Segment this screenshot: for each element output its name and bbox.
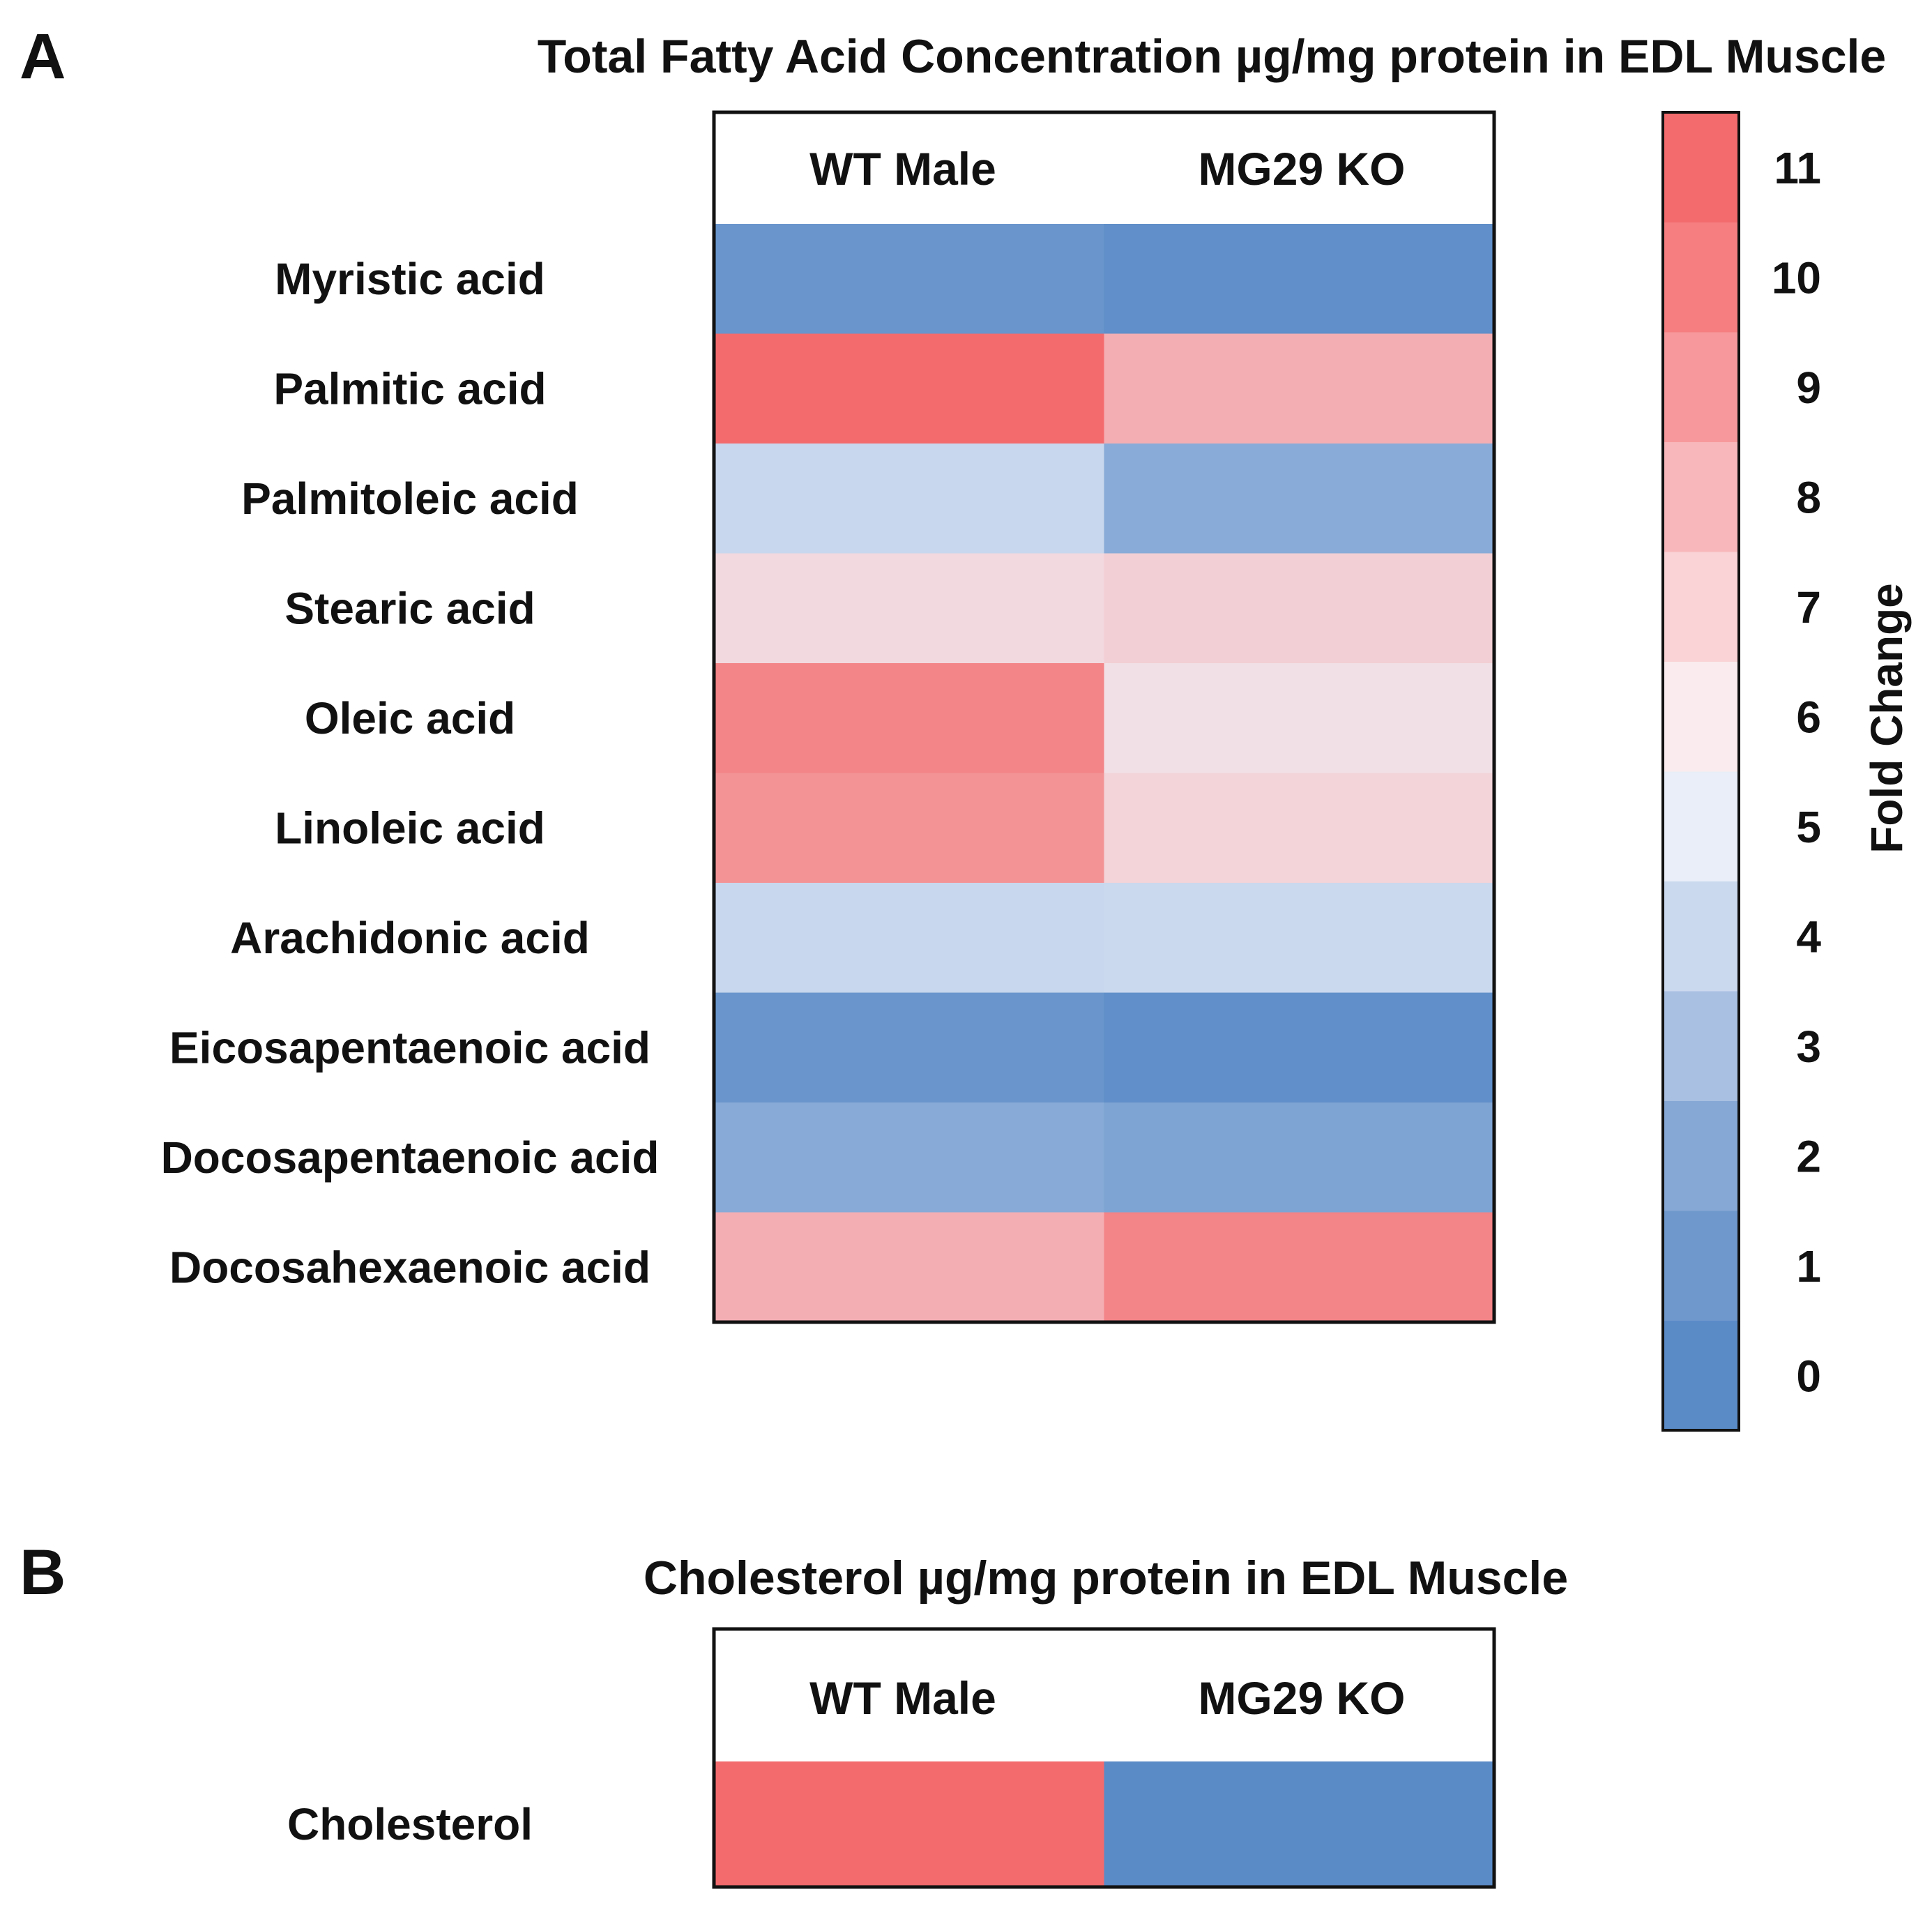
row-label: Eicosapentaenoic acid xyxy=(169,1022,651,1073)
heatmap-cell xyxy=(714,224,1104,334)
colorbar-tick-label: 6 xyxy=(1796,692,1821,742)
colorbar-tick-label: 0 xyxy=(1796,1351,1821,1401)
colorbar-ticks: 0 1 2 3 4 5 6 7 8 9 10 11 xyxy=(1772,143,1822,1402)
heatmap-cell xyxy=(1104,992,1495,1103)
heatmap-b: WT Male MG29 KO Cholesterol xyxy=(287,1627,1496,1889)
heatmap-b-border xyxy=(712,1627,1496,1889)
column-header: MG29 KO xyxy=(1198,1672,1405,1724)
panel-a-title: Total Fatty Acid Concentration µg/mg pro… xyxy=(538,30,1886,83)
colorbar-level xyxy=(1663,661,1739,772)
heatmap-cell xyxy=(1104,1761,1495,1887)
row-label: Arachidonic acid xyxy=(230,913,590,963)
heatmap-a-border xyxy=(712,110,1496,1324)
heatmap-cell xyxy=(714,553,1104,664)
row-label: Docosapentaenoic acid xyxy=(161,1132,660,1183)
colorbar-tick-label: 11 xyxy=(1774,143,1821,193)
heatmap-a-cells xyxy=(714,224,1495,1323)
colorbar-label: Fold Change xyxy=(1862,583,1912,854)
colorbar-tick-label: 7 xyxy=(1796,582,1821,632)
row-label: Linoleic acid xyxy=(275,803,545,853)
row-label: Oleic acid xyxy=(305,693,515,743)
heatmap-cell xyxy=(1104,333,1495,444)
colorbar-level xyxy=(1663,881,1739,992)
colorbar-level xyxy=(1663,332,1739,442)
heatmap-cell xyxy=(1104,224,1495,334)
colorbar-tick-label: 8 xyxy=(1796,472,1821,522)
heatmap-cell xyxy=(714,444,1104,554)
heatmap-cell xyxy=(1104,553,1495,664)
colorbar-tick-label: 4 xyxy=(1796,911,1821,962)
colorbar-tick-label: 3 xyxy=(1796,1022,1821,1072)
heatmap-cell xyxy=(1104,883,1495,993)
heatmap-cell xyxy=(714,992,1104,1103)
column-header: MG29 KO xyxy=(1198,143,1405,195)
row-label: Palmitoleic acid xyxy=(241,473,579,524)
panel-b-title: Cholesterol µg/mg protein in EDL Muscle xyxy=(644,1552,1568,1605)
heatmap-a: WT Male MG29 KO Myristic acid Palmitic ac… xyxy=(161,110,1496,1324)
heatmap-cell xyxy=(1104,773,1495,884)
colorbar-tick-label: 2 xyxy=(1796,1131,1821,1181)
row-label: Myristic acid xyxy=(275,254,545,304)
panel-letter-a: A xyxy=(20,21,66,92)
colorbar-level xyxy=(1663,112,1739,222)
heatmap-cell xyxy=(714,663,1104,773)
colorbar-level xyxy=(1663,441,1739,552)
heatmap-b-row-labels: Cholesterol xyxy=(287,1799,533,1849)
colorbar-tick-label: 9 xyxy=(1796,363,1821,413)
colorbar: 0 1 2 3 4 5 6 7 8 9 10 11 Fold Change xyxy=(1661,111,1912,1432)
row-label: Stearic acid xyxy=(284,583,535,633)
row-label: Docosahexaenoic acid xyxy=(169,1242,651,1292)
heatmap-cell xyxy=(714,1102,1104,1213)
heatmap-a-row-labels: Myristic acid Palmitic acid Palmitoleic ac… xyxy=(161,254,660,1293)
heatmap-cell xyxy=(1104,1212,1495,1323)
colorbar-level xyxy=(1663,771,1739,881)
row-label: Palmitic acid xyxy=(273,363,546,414)
colorbar-border xyxy=(1661,111,1740,1432)
heatmap-cell xyxy=(714,773,1104,884)
heatmap-cell xyxy=(714,883,1104,993)
heatmap-cell xyxy=(1104,444,1495,554)
colorbar-tick-label: 10 xyxy=(1772,252,1821,303)
heatmap-b-cells xyxy=(714,1761,1495,1887)
colorbar-level xyxy=(1663,222,1739,333)
colorbar-level xyxy=(1663,552,1739,662)
colorbar-level xyxy=(1663,1100,1739,1211)
colorbar-level xyxy=(1663,1320,1739,1431)
colorbar-level xyxy=(1663,991,1739,1101)
colorbar-tick-label: 1 xyxy=(1796,1241,1821,1291)
heatmap-cell xyxy=(714,1761,1104,1887)
column-header: WT Male xyxy=(809,1672,996,1724)
panel-letter-b: B xyxy=(20,1537,66,1608)
heatmap-cell xyxy=(1104,1102,1495,1213)
colorbar-level xyxy=(1663,1211,1739,1321)
heatmap-cell xyxy=(1104,663,1495,773)
colorbar-tick-label: 5 xyxy=(1796,802,1821,852)
colorbar-levels xyxy=(1663,112,1739,1431)
heatmap-cell xyxy=(714,333,1104,444)
column-header: WT Male xyxy=(809,143,996,195)
row-label: Cholesterol xyxy=(287,1799,533,1849)
heatmap-cell xyxy=(714,1212,1104,1323)
